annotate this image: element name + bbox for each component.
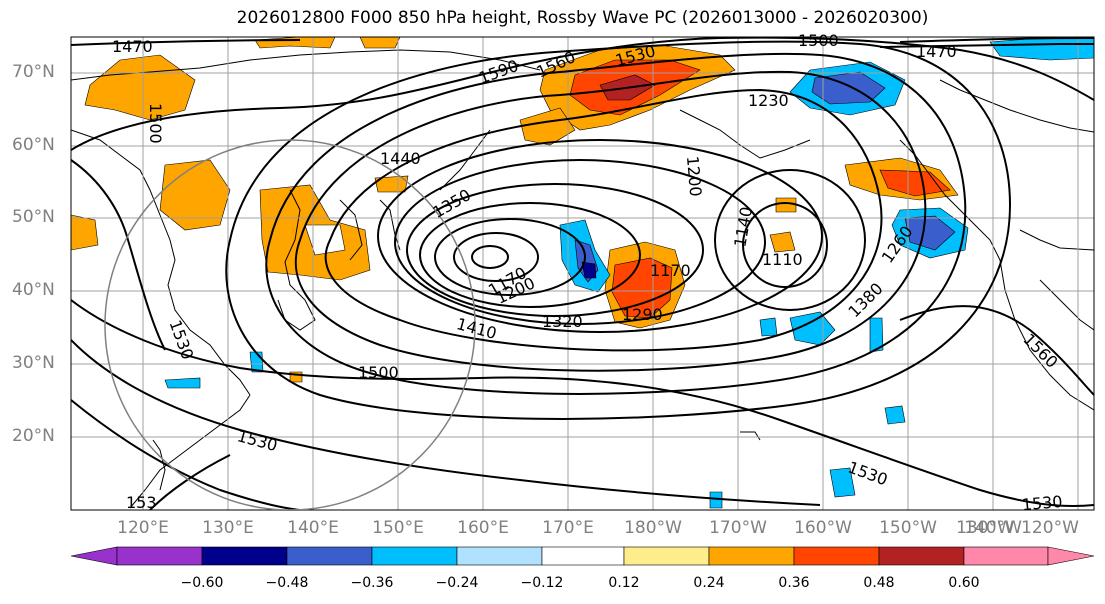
lat-label: 30°N — [12, 353, 55, 373]
colorbar-tick-label: −0.60 — [180, 575, 224, 591]
reference-circle — [104, 139, 476, 510]
contour-label: 153 — [126, 493, 157, 512]
colorbar-segment — [70, 546, 118, 566]
colorbar-tick-label: −0.12 — [520, 575, 564, 591]
colorbar-segment — [793, 546, 880, 566]
lat-label: 20°N — [12, 426, 55, 446]
contour-label: 1500 — [358, 363, 399, 382]
colorbar-tick-label: 0.24 — [693, 575, 725, 591]
colorbar-tick-label: 0.48 — [863, 575, 895, 591]
height-contours — [71, 37, 1094, 510]
lon-label: 170°W — [709, 518, 767, 538]
colorbar-segment — [116, 546, 203, 566]
lat-label: 70°N — [12, 62, 55, 82]
contour-label: 1110 — [762, 250, 803, 269]
contour-label: 1470 — [916, 42, 957, 61]
lon-label: 130°W — [956, 518, 1014, 538]
lon-label: 120°W — [1021, 518, 1079, 538]
lon-label: 160°E — [457, 518, 509, 538]
contour-label: 1170 — [650, 261, 691, 280]
colorbar-segment — [371, 546, 458, 566]
colorbar-tick-label: −0.36 — [350, 575, 394, 591]
contour-label: 1500 — [798, 31, 839, 50]
contour-label: 1530 — [1021, 492, 1063, 514]
colorbar-segment — [708, 546, 795, 566]
contour-label: 1500 — [146, 103, 165, 144]
contour-label: 1440 — [380, 149, 421, 168]
lon-label: 140°W — [964, 518, 1022, 538]
colorbar-segment — [1047, 546, 1095, 566]
lon-label: 150°E — [372, 518, 424, 538]
colorbar — [70, 546, 1095, 566]
lon-label: 140°E — [287, 518, 339, 538]
colorbar-segment — [623, 546, 710, 566]
colorbar-segment — [541, 546, 625, 566]
colorbar-segment — [201, 546, 288, 566]
map-title: 2026012800 F000 850 hPa height, Rossby W… — [236, 8, 929, 28]
contour-label: 1200 — [683, 155, 705, 197]
colorbar-segment — [878, 546, 965, 566]
contour-label: 1290 — [622, 305, 663, 324]
lon-label: 170°E — [542, 518, 594, 538]
colorbar-segment — [286, 546, 373, 566]
colorbar-tick-label: 0.12 — [608, 575, 640, 591]
colorbar-segment — [456, 546, 543, 566]
colorbar-tick-label: −0.24 — [435, 575, 479, 591]
colorbar-segment — [963, 546, 1049, 566]
lon-label: 130°E — [202, 518, 254, 538]
lon-label: 160°W — [794, 518, 852, 538]
graticule — [71, 37, 1094, 510]
colorbar-tick-label: 0.60 — [948, 575, 980, 591]
contour-label: 1470 — [112, 37, 153, 56]
colorbar-tick-label: −0.48 — [265, 575, 309, 591]
lat-label: 60°N — [12, 135, 55, 155]
lon-label: 150°W — [879, 518, 937, 538]
lat-label: 40°N — [12, 280, 55, 300]
contour-label: 1320 — [542, 312, 583, 331]
lon-label: 120°E — [117, 518, 169, 538]
colorbar-tick-label: 0.36 — [778, 575, 810, 591]
lon-label: 180°W — [624, 518, 682, 538]
contour-label: 1230 — [748, 91, 789, 110]
lat-label: 50°N — [12, 207, 55, 227]
